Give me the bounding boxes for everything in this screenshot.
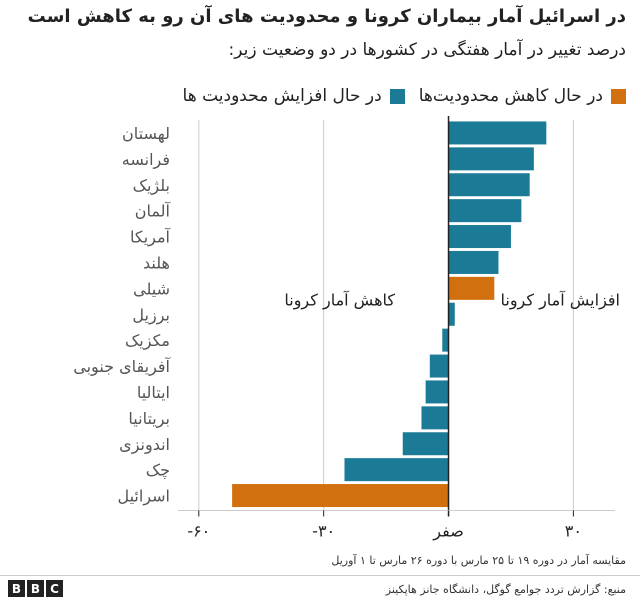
bar-9 (429, 354, 449, 378)
bbc-logo: B B C (8, 580, 63, 597)
legend: در حال کاهش محدودیت‌ها در حال افزایش محد… (10, 86, 626, 106)
bar-8 (442, 328, 449, 352)
bar-3 (448, 199, 522, 223)
bar-14 (232, 484, 449, 508)
legend-item-decreasing: در حال کاهش محدودیت‌ها (419, 86, 626, 106)
bar-10 (425, 380, 449, 404)
category-label-3: آلمان (135, 202, 172, 221)
legend-swatch-decreasing (611, 88, 626, 104)
x-tick-label-2: صفر (432, 522, 464, 542)
chart-title: در اسرائیل آمار بیماران کرونا و محدودیت … (27, 6, 626, 27)
category-label-7: برزیل (132, 305, 170, 325)
annotation-decrease: کاهش آمار کرونا (284, 290, 395, 310)
category-label-5: هلند (143, 253, 170, 272)
legend-label-decreasing: در حال کاهش محدودیت‌ها (418, 86, 603, 106)
bar-13 (344, 458, 449, 482)
category-label-2: بلژیک (133, 176, 170, 196)
category-label-1: فرانسه (122, 150, 170, 170)
chart-subtitle: درصد تغییر در آمار هفتگی در کشورها در دو… (228, 40, 626, 60)
logo-letter-b2: B (27, 580, 44, 597)
category-label-14: اسرائیل (117, 487, 170, 507)
chart-source: منبع: گزارش تردد جوامع گوگل، دانشگاه جان… (385, 583, 626, 596)
bar-chart: لهستان فرانسه بلژیک آلمان آمریکا هلند شیلی برزی… (73, 116, 620, 542)
category-label-8: مکزیک (125, 331, 170, 351)
bar-12 (402, 432, 449, 456)
bar-1 (448, 147, 534, 171)
bar-0 (448, 121, 547, 145)
category-label-11: بریتانیا (128, 409, 170, 429)
bar-4 (448, 225, 511, 249)
x-tick-label-0: -۶۰ (187, 522, 210, 541)
category-label-12: اندونزی (119, 435, 170, 455)
legend-item-increasing: در حال افزایش محدودیت ها (183, 86, 405, 106)
chart-note: مقایسه آمار در دوره ۱۹ تا ۲۵ مارس با دور… (331, 554, 626, 567)
legend-swatch-increasing (389, 88, 405, 104)
bar-11 (421, 406, 449, 430)
footer-divider (0, 575, 640, 576)
bar-2 (448, 173, 530, 197)
category-label-6: شیلی (133, 279, 170, 298)
x-tick-label-3: ۳۰ (565, 522, 582, 541)
category-label-10: ایتالیا (137, 383, 170, 402)
category-label-9: آفریقای جنوبی (73, 357, 171, 377)
annotation-increase: افزایش آمار کرونا (500, 290, 620, 310)
x-tick-label-1: -۳۰ (312, 522, 335, 541)
category-label-13: چک (146, 461, 170, 480)
logo-letter-c: C (46, 580, 63, 597)
logo-letter-b1: B (8, 580, 25, 597)
category-label-4: آمریکا (130, 228, 172, 248)
category-label-0: لهستان (122, 124, 170, 144)
bar-5 (448, 250, 499, 274)
legend-label-increasing: در حال افزایش محدودیت ها (182, 86, 382, 106)
bar-6 (448, 276, 495, 300)
bar-7 (448, 302, 455, 326)
